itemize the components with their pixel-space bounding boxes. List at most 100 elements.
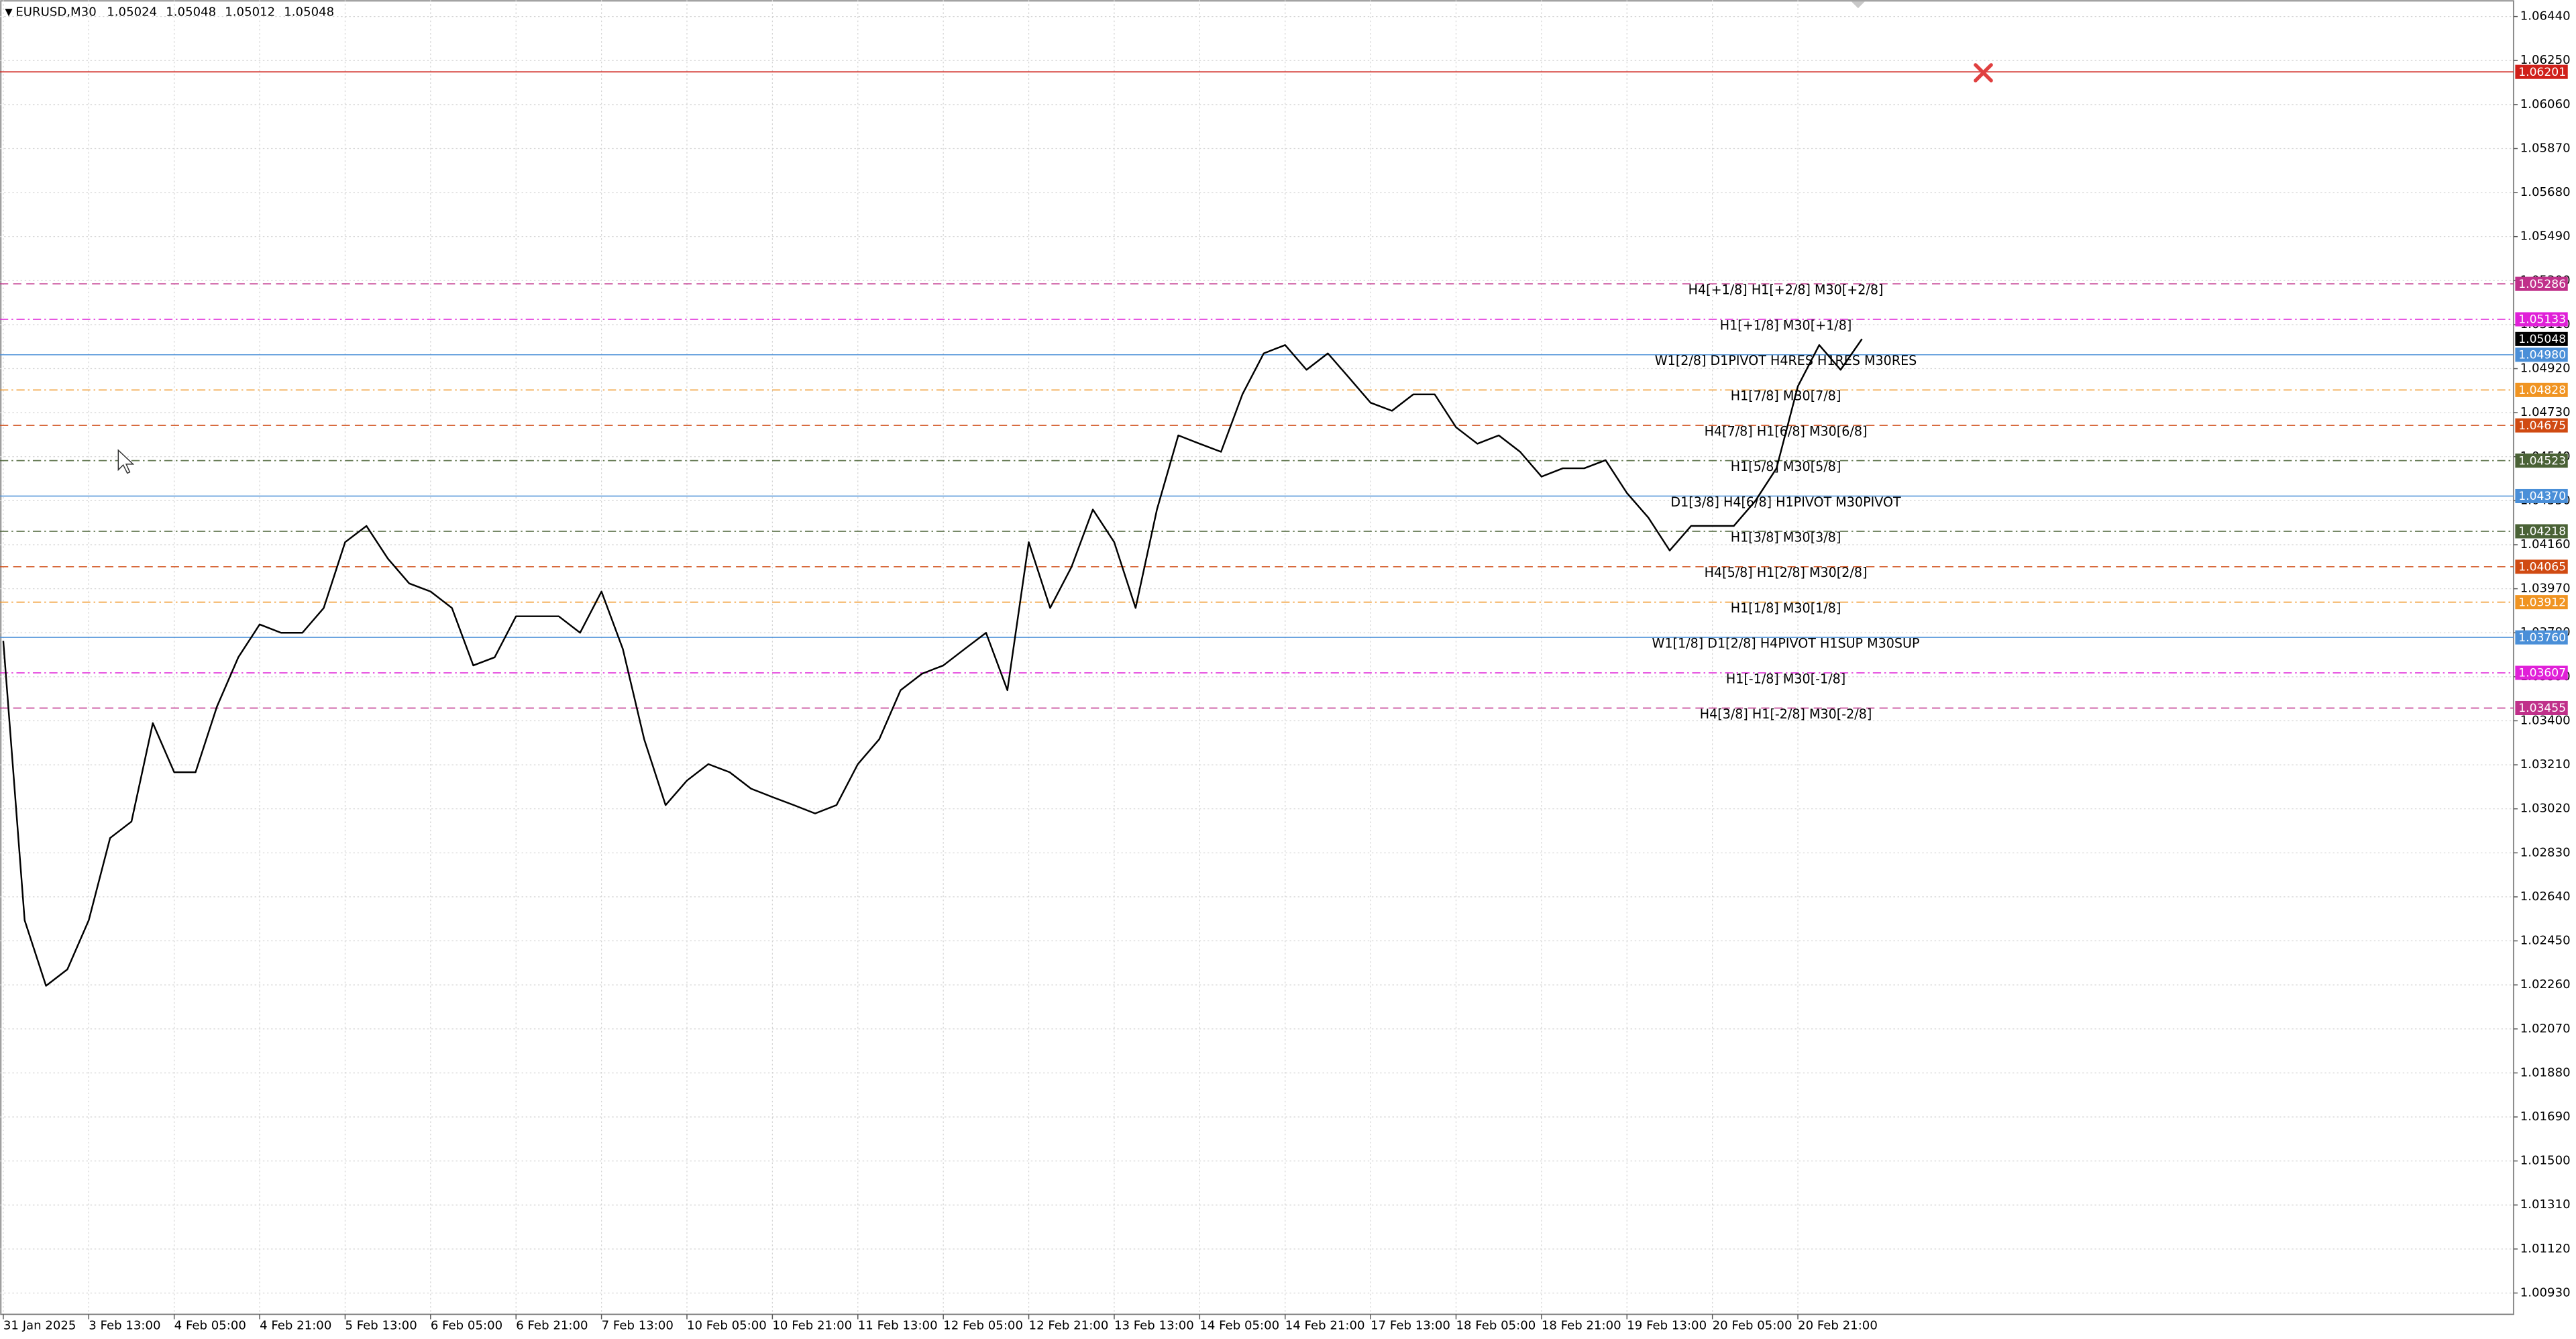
level-price-label: 1.06201 [2518,66,2566,79]
x-tick-label: 31 Jan 2025 [3,1318,76,1332]
x-tick-label: 5 Feb 13:00 [345,1318,417,1332]
x-tick-label: 7 Feb 13:00 [602,1318,674,1332]
y-tick-label: 1.03970 [2520,582,2571,596]
price-layer [2,338,1863,987]
level-name: H4[+1/8] H1[+2/8] M30[+2/8] [1688,282,1884,297]
level-price-box [2515,524,2568,539]
level-price-box [2515,64,2568,79]
y-tick-label: 1.04920 [2520,362,2571,376]
x-tick-label: 20 Feb 21:00 [1798,1318,1878,1332]
x-tick-label: 10 Feb 21:00 [772,1318,852,1332]
level-price-box [2515,312,2568,327]
y-tick-label: 1.01690 [2520,1110,2571,1124]
x-tick-label: 6 Feb 05:00 [431,1318,502,1332]
x-tick-label: 12 Feb 05:00 [943,1318,1023,1332]
last-price-label: 1.05048 [2518,333,2566,346]
level-price-label: 1.04980 [2518,349,2566,362]
level-price-label: 1.04218 [2518,525,2566,539]
last-price-box [2515,331,2568,346]
ohlc-high: 1.05048 [166,5,216,19]
y-tick-label: 1.05870 [2520,141,2571,155]
level-price-label: 1.03760 [2518,631,2566,645]
level-price-box [2515,630,2568,645]
y-tick-label: 1.02640 [2520,890,2571,904]
x-tick-label: 10 Feb 05:00 [687,1318,767,1332]
price-line [2,338,1863,987]
level-price-label: 1.04523 [2518,454,2566,468]
level-name: H1[5/8] M30[5/8] [1731,459,1841,474]
level-name: H1[+1/8] M30[+1/8] [1720,317,1852,333]
level-price-label: 1.03455 [2518,702,2566,715]
x-tick-label: 17 Feb 13:00 [1371,1318,1450,1332]
level-price-box [2515,488,2568,504]
level-price-box [2515,382,2568,397]
y-tick-label: 1.01120 [2520,1242,2571,1256]
x-tick-label: 11 Feb 13:00 [858,1318,938,1332]
y-tick-label: 1.01880 [2520,1065,2571,1079]
y-tick-label: 1.01500 [2520,1154,2571,1168]
symbol: EURUSD,M30 [15,5,96,19]
x-tick-label: 18 Feb 21:00 [1542,1318,1621,1332]
shift-marker[interactable] [1851,1,1865,9]
menu-arrow[interactable]: ▼ [5,6,15,17]
level-name: H4[3/8] H1[-2/8] M30[-2/8] [1700,706,1872,722]
x-tick-label: 4 Feb 05:00 [174,1318,246,1332]
y-tick-label: 1.03400 [2520,713,2571,727]
y-tick-label: 1.06250 [2520,53,2571,67]
y-tick-label: 1.02070 [2520,1022,2571,1036]
x-tick-label: 13 Feb 13:00 [1114,1318,1194,1332]
plot-frame [0,0,2514,1316]
y-tick-label: 1.02450 [2520,934,2571,948]
x-tick-label: 4 Feb 21:00 [260,1318,331,1332]
ohlc-close: 1.05048 [284,5,334,19]
header: ▼ EURUSD,M30 1.05024 1.05048 1.05012 1.0… [5,5,334,19]
y-tick-label: 1.06060 [2520,97,2571,111]
levels-layer [0,71,2514,709]
level-price-box [2515,559,2568,574]
y-tick-label: 1.00930 [2520,1285,2571,1299]
level-name: H4[5/8] H1[2/8] M30[2/8] [1705,565,1868,580]
ohlc-low: 1.05012 [225,5,275,19]
y-tick-label: 1.03020 [2520,802,2571,816]
y-tick-label: 1.03210 [2520,757,2571,771]
x-tick-label: 20 Feb 05:00 [1713,1318,1792,1332]
level-name: H1[-1/8] M30[-1/8] [1726,671,1845,686]
level-name: D1[3/8] H4[6/8] H1PIVOT M30PIVOT [1670,494,1901,510]
x-tick-label: 14 Feb 05:00 [1199,1318,1279,1332]
level-name: H4[7/8] H1[6/8] M30[6/8] [1705,423,1868,439]
level-price-label: 1.05286 [2518,278,2566,291]
level-price-label: 1.03912 [2518,596,2566,609]
ohlc-open: 1.05024 [107,5,157,19]
level-price-label: 1.04828 [2518,384,2566,397]
level-price-box [2515,453,2568,468]
level-name: H1[7/8] M30[7/8] [1731,388,1841,404]
mouse-cursor [117,449,135,474]
level-name: H1[3/8] M30[3/8] [1731,529,1841,545]
y-tick-label: 1.05490 [2520,229,2571,244]
level-price-box [2515,418,2568,433]
x-tick-label: 19 Feb 13:00 [1627,1318,1707,1332]
level-price-box [2515,595,2568,610]
x-tick-label: 18 Feb 05:00 [1456,1318,1536,1332]
level-price-label: 1.04065 [2518,561,2566,574]
level-name: W1[1/8] D1[2/8] H4PIVOT H1SUP M30SUP [1652,635,1920,651]
x-tick-label: 6 Feb 21:00 [516,1318,588,1332]
close-marker[interactable] [1974,63,1993,83]
level-price-box [2515,347,2568,362]
labels-layer: 1.06201 H4[+1/8] H1[+2/8] M30[+2/8] 1.0528… [1652,64,2568,722]
level-price-label: 1.05133 [2518,313,2566,327]
y-tick-label: 1.02830 [2520,845,2571,859]
level-price-box [2515,700,2568,715]
y-tick-label: 1.04160 [2520,537,2571,551]
y-tick-label: 1.01310 [2520,1197,2571,1212]
y-tick-label: 1.06440 [2520,9,2571,23]
level-price-label: 1.03607 [2518,667,2566,680]
level-name: W1[2/8] D1PIVOT H4RES H1RES M30RES [1655,353,1917,368]
x-tick-label: 14 Feb 21:00 [1285,1318,1365,1332]
y-tick-label: 1.02260 [2520,977,2571,992]
level-price-box [2515,665,2568,680]
